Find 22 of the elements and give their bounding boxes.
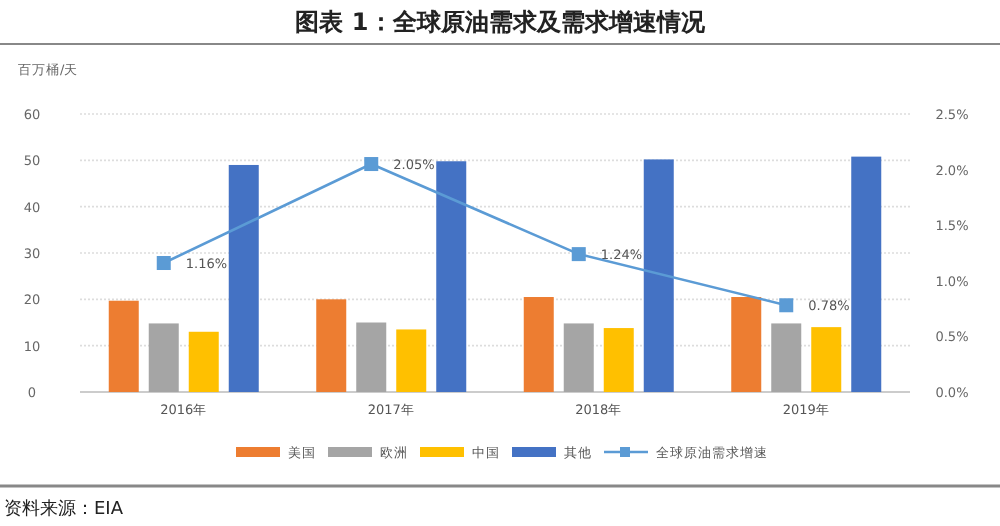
bar <box>148 323 179 392</box>
bar <box>771 323 802 392</box>
point <box>156 256 171 271</box>
point <box>364 157 379 172</box>
bar <box>356 322 387 392</box>
bar <box>108 300 139 392</box>
bar <box>436 161 467 392</box>
text: 资料来源：EIA <box>4 498 125 520</box>
bar <box>523 297 554 392</box>
bar <box>396 329 427 392</box>
bar <box>643 159 674 392</box>
chart-title: 图表 1：全球原油需求及需求增速情况 <box>295 8 707 36</box>
bar <box>851 156 882 392</box>
bar <box>188 331 219 392</box>
bar <box>563 323 594 392</box>
bar <box>316 299 347 392</box>
bar <box>603 328 634 392</box>
point <box>779 298 794 313</box>
point <box>571 247 586 262</box>
bar <box>811 327 842 392</box>
bar <box>228 164 259 392</box>
bar <box>731 297 762 392</box>
